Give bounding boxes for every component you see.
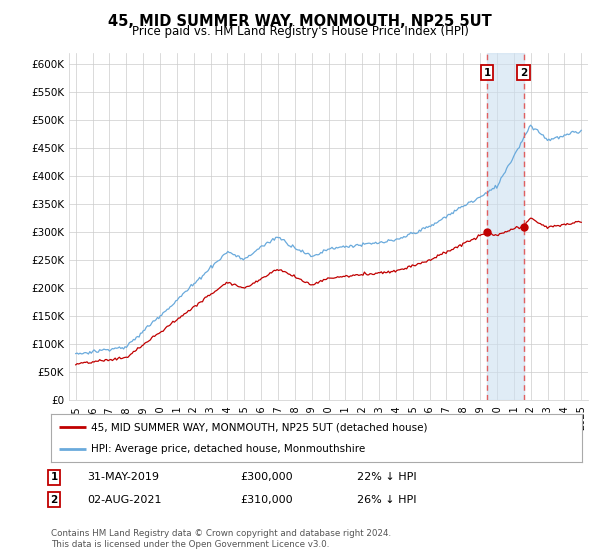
Text: 1: 1 bbox=[484, 68, 491, 78]
Text: 1: 1 bbox=[50, 472, 58, 482]
Text: £310,000: £310,000 bbox=[240, 494, 293, 505]
Text: 31-MAY-2019: 31-MAY-2019 bbox=[87, 472, 159, 482]
Text: HPI: Average price, detached house, Monmouthshire: HPI: Average price, detached house, Monm… bbox=[91, 444, 365, 454]
Text: 22% ↓ HPI: 22% ↓ HPI bbox=[357, 472, 416, 482]
Text: 26% ↓ HPI: 26% ↓ HPI bbox=[357, 494, 416, 505]
Text: £300,000: £300,000 bbox=[240, 472, 293, 482]
Text: 2: 2 bbox=[50, 494, 58, 505]
Text: 02-AUG-2021: 02-AUG-2021 bbox=[87, 494, 161, 505]
Text: 45, MID SUMMER WAY, MONMOUTH, NP25 5UT (detached house): 45, MID SUMMER WAY, MONMOUTH, NP25 5UT (… bbox=[91, 422, 427, 432]
Text: 2: 2 bbox=[520, 68, 527, 78]
Text: Price paid vs. HM Land Registry's House Price Index (HPI): Price paid vs. HM Land Registry's House … bbox=[131, 25, 469, 38]
Text: 45, MID SUMMER WAY, MONMOUTH, NP25 5UT: 45, MID SUMMER WAY, MONMOUTH, NP25 5UT bbox=[108, 14, 492, 29]
Bar bbox=[487, 53, 524, 400]
Text: Contains HM Land Registry data © Crown copyright and database right 2024.
This d: Contains HM Land Registry data © Crown c… bbox=[51, 529, 391, 549]
